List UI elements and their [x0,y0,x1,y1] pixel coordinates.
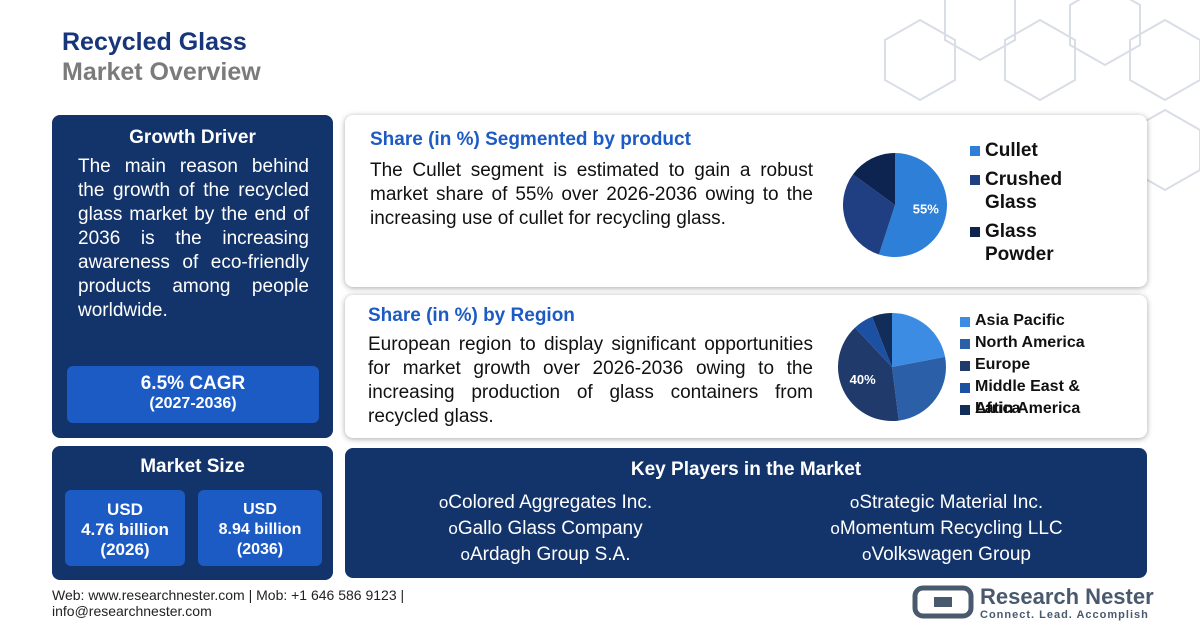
pie-slice [843,174,895,255]
cagr: 6.5% CAGR [140,373,246,394]
legend-item: North America [960,332,1090,354]
amount: 8.94 billion [218,521,302,538]
legend-swatch [960,339,970,349]
legend-label: Latin America [975,400,1081,417]
legend-swatch [960,383,970,393]
subtitle: Market Overview [62,58,261,86]
heading: Growth Driver [129,127,256,148]
pie: 40% [838,313,946,421]
legend-item: Crushed Glass [970,168,1090,214]
legend-label: Cullet [985,140,1038,161]
pie-slice [838,327,899,421]
company: Colored Aggregates Inc. [345,492,746,514]
legend: Cullet Crushed Glass Glass Powder [970,139,1090,272]
legend-label: Glass Powder [985,221,1054,265]
pie-slice [852,153,895,205]
heading: Market Size [140,456,245,477]
legend-swatch [960,361,970,371]
legend-swatch [970,146,980,156]
value-label: 55% [913,201,939,216]
year: (2026) [100,540,150,559]
contact: Web: www.researchnester.com | Mob: +1 64… [52,587,405,603]
text: The main reason behind the growth of the… [78,156,309,321]
currency: USD [243,501,277,518]
title: Recycled Glass [62,28,247,56]
company: Gallo Glass Company [345,518,746,540]
currency: USD [107,500,143,519]
company: Volkswagen Group [746,544,1147,566]
logo-icon [912,585,974,619]
legend-item: Europe [960,354,1090,376]
company: Momentum Recycling LLC [746,518,1147,540]
legend-swatch [960,317,970,327]
period: (2027-2036) [149,395,237,412]
value-label: 40% [850,372,876,387]
pie-slice [878,153,947,257]
year: (2036) [236,541,284,558]
legend-label: Asia Pacific [975,312,1065,329]
amount: 4.76 billion [81,520,169,539]
legend-label: Europe [975,356,1031,373]
legend-item: Middle East & Africa [960,376,1090,417]
text: European region to display significant o… [368,334,813,427]
legend-label: Middle East & Africa [975,378,1080,417]
pie-slice [872,313,892,367]
heading: Key Players in the Market [630,459,862,480]
company: Strategic Material Inc. [746,492,1147,514]
text: The Cullet segment is estimated to gain … [370,160,813,229]
legend-item: Glass Powder [970,220,1090,266]
legend-item: Asia Pacific [960,310,1090,332]
product-card: Share (in %) Segmented by product The Cu… [345,115,1147,287]
growth-panel: Growth Driver The main reason behind the… [52,115,333,438]
legend-label: North America [975,334,1085,351]
company: Ardagh Group S.A. [345,544,746,566]
legend-label: Crushed Glass [985,169,1063,213]
legend: Asia Pacific North America Europe Middle Ea… [960,310,1090,420]
size-box: USD 8.94 billion (2036) [198,490,322,566]
legend-item: Cullet [970,139,1090,162]
brand: Research Nester [980,584,1154,609]
heading: Share (in %) Segmented by product [370,129,691,150]
legend-swatch [970,227,980,237]
heading: Share (in %) by Region [368,305,575,326]
email: info@researchnester.com [52,603,212,619]
market-size-panel: Market Size USD 4.76 billion (2026) USD … [52,446,333,580]
legend-swatch [960,405,970,415]
tagline: Connect. Lead. Accomplish [980,609,1149,621]
size-box: USD 4.76 billion (2026) [65,490,185,566]
legend-item: Latin America [960,398,1090,420]
cagr-box: 6.5% CAGR (2027-2036) [67,366,319,423]
pie-slice [855,316,892,367]
pie-slice [892,356,946,421]
players-panel: Key Players in the Market Colored Aggreg… [345,448,1147,578]
region-card: Share (in %) by Region European region t… [345,295,1147,438]
pie: 55% [843,153,947,257]
legend-swatch [970,175,980,185]
pie-slice [892,313,946,367]
